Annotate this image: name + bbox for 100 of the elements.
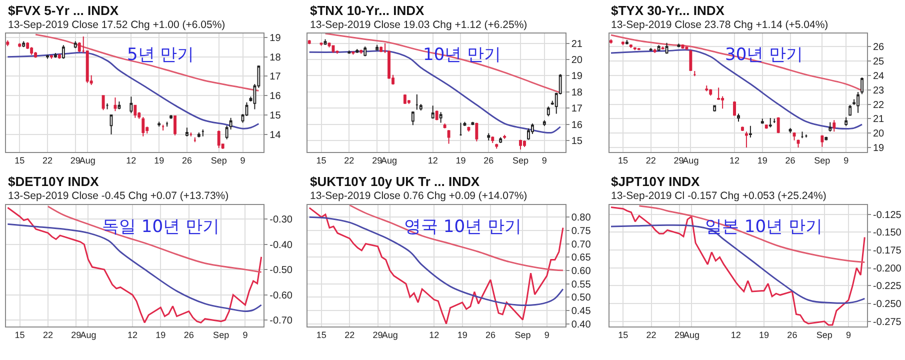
chart-title: $JPT10Y INDX — [611, 174, 700, 189]
y-tick-label: 0.55 — [571, 279, 592, 290]
x-tick-label: 22 — [646, 156, 656, 166]
x-tick-label: 22 — [344, 330, 355, 340]
y-tick-label: -0.60 — [270, 290, 293, 302]
x-tick-label: Sep — [213, 330, 230, 340]
y-tick-label: 19 — [270, 32, 282, 44]
y-tick-label: 24 — [873, 70, 885, 82]
y-tick-label: 0.50 — [571, 292, 592, 304]
y-tick-label: 14 — [270, 130, 282, 141]
y-tick-label: 18 — [270, 52, 282, 64]
y-tick-label: 20 — [571, 54, 583, 66]
y-tick-label: 23 — [873, 85, 885, 96]
y-tick-label: -0.250 — [873, 299, 902, 310]
y-tick-label: -0.225 — [873, 281, 902, 292]
y-tick-label: 17 — [270, 72, 282, 83]
x-tick-label: 19 — [154, 156, 164, 166]
y-tick-label: -0.200 — [873, 263, 902, 274]
x-tick-label: 15 — [618, 156, 628, 166]
x-tick-label: 22 — [646, 330, 656, 340]
x-tick-label: 19 — [156, 330, 166, 340]
y-tick-label: 19 — [873, 143, 885, 154]
x-tick-label: 12 — [126, 156, 136, 166]
x-tick-label: 19 — [457, 330, 468, 340]
x-tick-label: Sep — [210, 156, 227, 166]
y-tick-label: -0.30 — [270, 214, 293, 226]
x-tick-label: Aug — [382, 330, 398, 340]
y-tick-label: -0.150 — [873, 228, 902, 239]
chart-subtitle: 13-Sep-2019 Close 0.76 Chg +0.09 (+14.07%) — [310, 190, 528, 202]
y-tick-label: 0.70 — [571, 239, 592, 250]
x-tick-label: 12 — [428, 156, 438, 166]
y-tick-label: 0.75 — [571, 226, 592, 237]
y-tick-label: -0.125 — [873, 210, 902, 221]
x-tick-label: Aug — [682, 156, 699, 166]
x-tick-label: Sep — [816, 330, 832, 340]
y-tick-label: 20 — [873, 128, 885, 140]
x-tick-label: 15 — [618, 330, 628, 340]
x-tick-label: 26 — [486, 330, 496, 340]
x-tick-label: 29 — [71, 330, 82, 340]
x-tick-label: 26 — [184, 330, 194, 340]
x-tick-label: 26 — [785, 156, 796, 166]
y-tick-label: 18 — [571, 87, 583, 98]
x-tick-label: 9 — [542, 156, 547, 166]
x-tick-label: Sep — [514, 330, 531, 340]
chart-subtitle: 13-Sep-2019 Close 17.52 Chg +1.00 (+6.05%) — [8, 19, 226, 31]
x-tick-label: 12 — [730, 330, 741, 340]
x-tick-label: 9 — [242, 330, 248, 340]
x-tick-label: 9 — [844, 156, 849, 166]
x-tick-label: 22 — [42, 330, 53, 340]
x-tick-label: 12 — [730, 156, 740, 166]
annotation: 영국 10년 만기 — [404, 217, 522, 237]
x-tick-label: 29 — [674, 156, 684, 166]
chart-title: $FVX 5-Yr ... INDX — [8, 3, 119, 18]
x-tick-label: 22 — [42, 156, 53, 166]
y-tick-label: 0.40 — [571, 319, 592, 330]
y-tick-label: 15 — [571, 136, 583, 148]
x-tick-label: 29 — [372, 330, 383, 340]
x-tick-label: Aug — [684, 330, 700, 340]
chart-subtitle: 13-Sep-2019 Close -0.45 Chg +0.07 (+13.73%) — [8, 190, 229, 202]
x-tick-label: 9 — [544, 330, 550, 340]
x-tick-label: Aug — [381, 156, 398, 166]
y-tick-label: 21 — [571, 38, 583, 50]
y-tick-label: -0.275 — [873, 316, 902, 328]
y-tick-label: 22 — [873, 100, 885, 111]
chart-title: $TNX 10-Yr... INDX — [310, 3, 424, 18]
x-tick-label: 15 — [14, 156, 25, 166]
x-tick-label: 19 — [757, 156, 768, 166]
y-tick-label: 17 — [571, 104, 583, 115]
y-tick-label: 16 — [571, 120, 583, 131]
y-tick-label: -0.40 — [270, 240, 293, 251]
chart-subtitle: 13-Sep-2019 Close 23.78 Chg +1.14 (+5.04%) — [611, 19, 828, 31]
x-tick-label: 15 — [14, 330, 25, 340]
x-tick-label: 19 — [758, 330, 770, 340]
y-tick-label: -0.175 — [873, 246, 902, 257]
x-tick-label: 19 — [456, 156, 466, 166]
chart-title: $TYX 30-Yr... INDX — [611, 3, 725, 18]
y-tick-label: -0.70 — [270, 316, 293, 327]
y-tick-label: 25 — [873, 56, 885, 68]
x-tick-label: 15 — [316, 156, 326, 166]
y-tick-label: 0.80 — [571, 212, 592, 224]
x-tick-label: 29 — [674, 330, 684, 340]
x-tick-label: 15 — [316, 330, 326, 340]
y-tick-label: 21 — [873, 114, 885, 126]
y-tick-label: 0.45 — [571, 306, 592, 317]
chart-subtitle: 13-Sep-2019 Close 19.03 Chg +1.12 (+6.25%) — [310, 19, 528, 31]
chart-title: $DET10Y INDX — [8, 174, 100, 189]
x-tick-label: 26 — [182, 156, 192, 166]
x-tick-label: Sep — [512, 156, 529, 166]
x-tick-label: 12 — [429, 330, 440, 340]
y-tick-label: 15 — [270, 110, 282, 122]
x-tick-label: 22 — [344, 156, 354, 166]
y-tick-label: 26 — [873, 42, 885, 54]
chart-subtitle: 13-Sep-2019 Cl -0.157 Chg +0.053 (+25.24%) — [611, 190, 826, 202]
x-tick-label: Aug — [79, 156, 96, 166]
annotation: 독일 10년 만기 — [102, 217, 220, 237]
y-tick-label: 0.60 — [571, 266, 592, 277]
y-tick-label: 16 — [270, 91, 282, 102]
x-tick-label: Aug — [80, 330, 96, 340]
x-tick-label: 26 — [484, 156, 494, 166]
y-tick-label: 19 — [571, 71, 583, 82]
